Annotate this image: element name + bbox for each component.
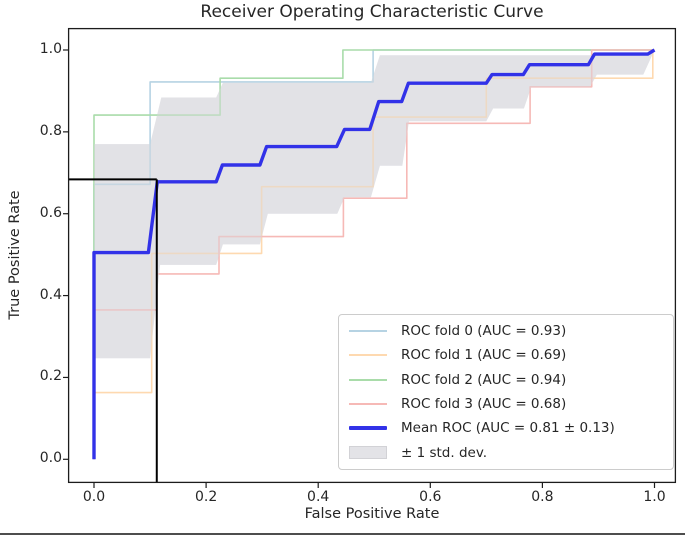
line-sample-icon (349, 403, 387, 406)
std-dev-patch-icon (349, 446, 387, 460)
line-sample-icon (349, 354, 387, 357)
legend-label: Mean ROC (AUC = 0.81 ± 0.13) (401, 420, 615, 437)
legend: ROC fold 0 (AUC = 0.93) ROC fold 1 (AUC =… (338, 314, 674, 470)
legend-line-sample (349, 378, 387, 381)
legend-line-sample (349, 426, 387, 431)
x-tick-label: 0.6 (419, 489, 442, 505)
legend-label: ROC fold 1 (AUC = 0.69) (401, 347, 567, 364)
legend-row: ROC fold 1 (AUC = 0.69) (345, 343, 667, 367)
legend-row: ROC fold 0 (AUC = 0.93) (345, 319, 667, 343)
std-dev-band-overlay (94, 50, 655, 359)
chart-title: Receiver Operating Characteristic Curve (200, 2, 544, 22)
line-sample-icon (349, 330, 387, 333)
roc-fold-1-line (93, 49, 655, 460)
y-tick-label: 0.6 (39, 204, 62, 221)
x-tick-label: 0.4 (307, 489, 330, 505)
line-sample-icon (349, 426, 387, 431)
std-dev-band (94, 50, 655, 359)
legend-row: ± 1 std. dev. (345, 441, 667, 465)
window-bottom-edge (0, 533, 685, 535)
roc-fold-2-line (93, 49, 655, 460)
x-axis-label: False Positive Rate (304, 506, 440, 522)
y-tick-label: 0.0 (39, 450, 62, 467)
y-tick-label: 0.8 (39, 122, 62, 139)
line-sample-icon (349, 378, 387, 381)
mean-roc-line (92, 48, 656, 460)
legend-row: Mean ROC (AUC = 0.81 ± 0.13) (345, 416, 667, 440)
legend-line-sample (349, 330, 387, 333)
legend-label: ROC fold 3 (AUC = 0.68) (401, 396, 567, 413)
x-tick-label: 0.0 (82, 489, 106, 505)
legend-row: ROC fold 2 (AUC = 0.94) (345, 368, 667, 392)
legend-label: ± 1 std. dev. (401, 444, 488, 461)
plot-border (67, 27, 677, 484)
roc-chart (63, 27, 677, 488)
legend-line-sample (349, 354, 387, 357)
legend-line-sample (349, 403, 387, 406)
legend-row: ROC fold 3 (AUC = 0.68) (345, 392, 667, 416)
legend-label: ROC fold 2 (AUC = 0.94) (401, 371, 567, 388)
x-tick-label: 1.0 (643, 489, 666, 505)
y-tick-label: 1.0 (39, 41, 62, 57)
x-tick-label: 0.8 (531, 489, 554, 505)
legend-patch-sample (349, 446, 387, 460)
y-tick-label: 0.4 (39, 286, 62, 303)
legend-label: ROC fold 0 (AUC = 0.93) (401, 323, 567, 340)
y-tick-label: 0.2 (39, 368, 62, 385)
x-tick-label: 0.2 (194, 489, 218, 505)
plot-area: ROC fold 0 (AUC = 0.93) ROC fold 1 (AUC =… (63, 27, 677, 488)
